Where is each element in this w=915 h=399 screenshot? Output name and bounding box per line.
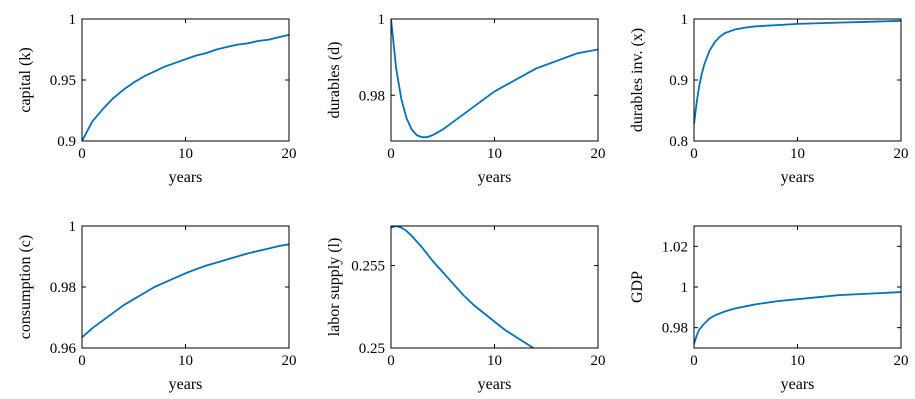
y-axis-label: labor supply (l) xyxy=(326,238,343,337)
y-tick-label: 0.96 xyxy=(50,341,77,357)
y-axis-label: GDP xyxy=(629,271,646,303)
axes-box xyxy=(693,225,902,349)
x-tick-label: 10 xyxy=(178,353,193,369)
x-tick-label: 20 xyxy=(591,146,606,162)
y-tick-label: 1 xyxy=(681,280,689,296)
x-tick-label: 20 xyxy=(282,146,297,162)
x-tick-label: 20 xyxy=(591,353,606,369)
y-tick-label: 1 xyxy=(681,12,689,28)
y-tick-label: 0.98 xyxy=(50,280,76,296)
y-tick-label: 0.98 xyxy=(662,321,688,337)
y-tick-label: 0.255 xyxy=(351,259,385,275)
series-line xyxy=(694,291,901,345)
y-tick-label: 1 xyxy=(69,12,77,28)
x-tick-label: 0 xyxy=(387,146,395,162)
x-tick-label: 10 xyxy=(487,353,502,369)
x-tick-label: 0 xyxy=(387,353,395,369)
y-axis-label: consumption (c) xyxy=(17,235,34,339)
y-tick-label: 1.02 xyxy=(662,239,688,255)
subplot-1: 0 10 20 0.9 0.95 1 years capital (k) xyxy=(17,12,297,186)
y-axis-label: durables (d) xyxy=(326,42,343,119)
x-axis-label: years xyxy=(781,169,815,186)
y-tick-label: 0.9 xyxy=(57,134,76,150)
series-line xyxy=(82,243,289,339)
subplot-6: 0 10 20 0.98 1 1.02 years GDP xyxy=(629,225,909,393)
x-axis-label: years xyxy=(169,169,203,186)
subplot-3: 0 10 20 0.8 0.9 1 years durables inv. (x) xyxy=(629,12,909,186)
axes-box xyxy=(390,225,599,349)
subplot-4: 0 10 20 0.96 0.98 1 years consumption (c) xyxy=(17,219,297,393)
x-tick-label: 20 xyxy=(894,146,909,162)
x-tick-label: 20 xyxy=(282,353,297,369)
x-axis-label: years xyxy=(478,169,512,186)
subplot-2: 0 10 20 0.98 1 years durables (d) xyxy=(326,12,606,186)
y-axis-label: durables inv. (x) xyxy=(629,28,646,132)
y-tick-label: 0.9 xyxy=(669,73,688,89)
y-tick-label: 0.25 xyxy=(359,341,385,357)
y-axis-label: capital (k) xyxy=(17,47,34,112)
x-tick-label: 0 xyxy=(690,146,698,162)
axes-box xyxy=(81,225,290,349)
x-tick-label: 0 xyxy=(78,146,86,162)
y-tick-label: 0.8 xyxy=(669,134,688,150)
y-tick-label: 0.98 xyxy=(359,88,385,104)
series-line xyxy=(694,19,901,125)
axes-box xyxy=(390,18,599,142)
x-axis-label: years xyxy=(169,376,203,393)
y-tick-label: 1 xyxy=(378,12,386,28)
x-tick-label: 20 xyxy=(894,353,909,369)
x-tick-label: 0 xyxy=(690,353,698,369)
axes-box xyxy=(693,18,902,142)
x-tick-label: 10 xyxy=(178,146,193,162)
series-line xyxy=(391,226,535,348)
y-tick-label: 0.95 xyxy=(50,73,76,89)
x-tick-label: 10 xyxy=(790,353,805,369)
x-tick-label: 0 xyxy=(78,353,86,369)
series-line xyxy=(391,19,598,139)
series-line xyxy=(82,33,289,141)
y-tick-label: 1 xyxy=(69,219,77,235)
subplot-5: 0 10 20 0.25 0.255 years labor supply (l) xyxy=(326,225,606,393)
x-axis-label: years xyxy=(478,376,512,393)
x-tick-label: 10 xyxy=(487,146,502,162)
x-tick-label: 10 xyxy=(790,146,805,162)
axes-box xyxy=(81,18,290,142)
x-axis-label: years xyxy=(781,376,815,393)
